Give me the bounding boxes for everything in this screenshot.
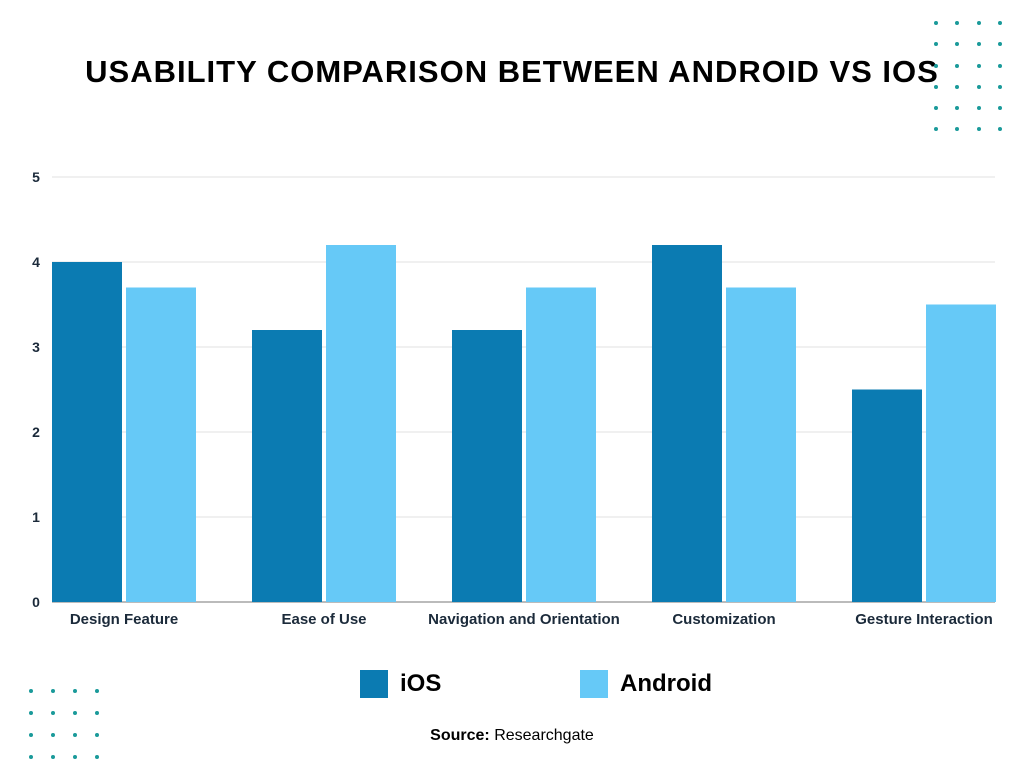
decorative-dot — [955, 85, 959, 89]
decorative-dot — [977, 42, 981, 46]
decorative-dot — [29, 733, 33, 737]
decorative-dot — [73, 711, 77, 715]
decorative-dot — [998, 85, 1002, 89]
y-tick-label: 0 — [32, 594, 40, 610]
decorative-dot — [998, 127, 1002, 131]
decorative-dot — [934, 106, 938, 110]
decorative-dot — [955, 21, 959, 25]
bar-ios — [252, 330, 322, 602]
y-tick-label: 2 — [32, 424, 40, 440]
decorative-dot — [73, 755, 77, 759]
bar-android — [726, 287, 796, 602]
legend-item-android: Android — [580, 670, 712, 698]
decorative-dot — [934, 127, 938, 131]
decorative-dot — [998, 42, 1002, 46]
bar-android — [326, 245, 396, 602]
decorative-dot — [51, 711, 55, 715]
bar-android — [526, 287, 596, 602]
decorative-dot — [29, 755, 33, 759]
decorative-dot — [998, 64, 1002, 68]
decorative-dot — [955, 42, 959, 46]
decorative-dot — [95, 689, 99, 693]
y-tick-label: 3 — [32, 339, 40, 355]
bar-ios — [452, 330, 522, 602]
decorative-dot — [934, 85, 938, 89]
legend-label-ios: iOS — [400, 670, 442, 697]
decorative-dot — [977, 64, 981, 68]
source-label: Source: — [430, 727, 490, 744]
decorative-dot — [29, 711, 33, 715]
bar-ios — [52, 262, 122, 602]
decorative-dot — [934, 64, 938, 68]
legend-swatch-ios — [360, 670, 388, 698]
x-tick-label: Customization — [672, 611, 775, 628]
decorative-dot — [29, 689, 33, 693]
x-tick-label: Ease of Use — [281, 611, 366, 628]
x-tick-label: Navigation and Orientation — [428, 611, 620, 628]
decorative-dot — [955, 127, 959, 131]
y-tick-label: 5 — [32, 169, 40, 185]
decorative-dot — [977, 85, 981, 89]
decorative-dot — [95, 733, 99, 737]
x-tick-label: Gesture Interaction — [855, 611, 993, 628]
source-note: Source: Researchgate — [0, 727, 1024, 745]
source-value: Researchgate — [494, 727, 594, 744]
decorative-dot — [73, 689, 77, 693]
decorative-dot — [51, 755, 55, 759]
decorative-dot — [934, 21, 938, 25]
decorative-dot — [955, 64, 959, 68]
legend-label-android: Android — [620, 670, 712, 697]
bar-ios — [652, 245, 722, 602]
decorative-dot — [977, 21, 981, 25]
y-tick-label: 1 — [32, 509, 40, 525]
legend-swatch-android — [580, 670, 608, 698]
bar-android — [926, 304, 996, 602]
decorative-dot — [51, 733, 55, 737]
decorative-dot — [934, 42, 938, 46]
decorative-dot — [95, 755, 99, 759]
decorative-dot — [73, 733, 77, 737]
bar-android — [126, 287, 196, 602]
y-tick-label: 4 — [32, 254, 40, 270]
chart-title: USABILITY COMPARISON BETWEEN ANDROID VS … — [85, 54, 939, 89]
decorative-dot — [977, 106, 981, 110]
decorative-dot — [998, 21, 1002, 25]
decorative-dot — [95, 711, 99, 715]
decorative-dot — [51, 689, 55, 693]
decorative-dot — [977, 127, 981, 131]
bar-ios — [852, 389, 922, 602]
x-tick-label: Design Feature — [70, 611, 178, 628]
legend-item-ios: iOS — [360, 670, 441, 698]
decorative-dot — [998, 106, 1002, 110]
decorative-dot — [955, 106, 959, 110]
